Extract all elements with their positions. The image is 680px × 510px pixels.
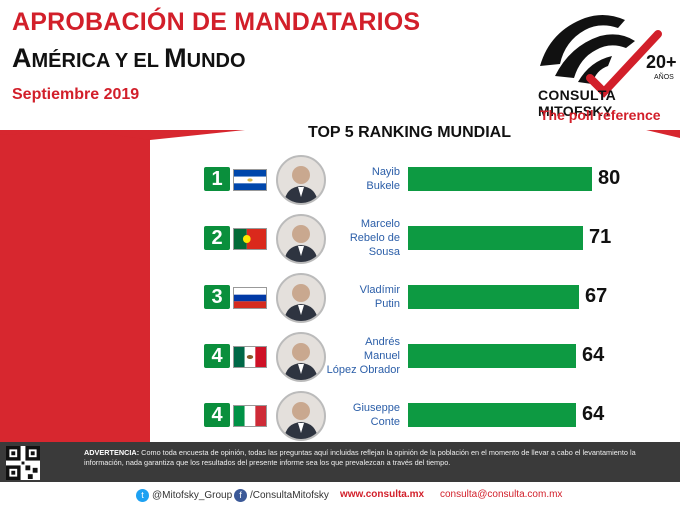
- leader-name: Marcelo Rebelo de Sousa: [349, 218, 400, 258]
- rank-badge: 1: [204, 167, 230, 191]
- rank-badge: 4: [204, 344, 230, 368]
- bar-3: [408, 285, 579, 309]
- el-salvador-flag-icon: [233, 169, 267, 191]
- bar-2: [408, 226, 583, 250]
- bar-5: [408, 403, 576, 427]
- leader-name: Nayib Bukele: [366, 166, 400, 192]
- leader-photo: [276, 273, 326, 323]
- rank-badge: 2: [204, 226, 230, 250]
- leader-photo: [276, 332, 326, 382]
- chart-title: TOP 5 RANKING MUNDIAL: [308, 124, 511, 141]
- twitter-link[interactable]: t @Mitofsky_Group: [136, 489, 232, 502]
- seal-logo-icon: [540, 14, 662, 98]
- bar-4: [408, 344, 576, 368]
- rank-badge: 3: [204, 285, 230, 309]
- bar-1: [408, 167, 592, 191]
- facebook-link[interactable]: f/ConsultaMitofsky: [234, 489, 329, 502]
- russia-flag-icon: [233, 287, 267, 309]
- rank-badge: 4: [204, 403, 230, 427]
- leader-name: Vladímir Putin: [359, 284, 400, 310]
- bar-value-label: 71: [589, 226, 612, 248]
- bar-value-label: 64: [582, 344, 605, 366]
- leader-photo: [276, 155, 326, 205]
- website-link[interactable]: www.consulta.mx: [340, 489, 425, 500]
- disclaimer-text: ADVERTENCIA: Como toda encuesta de opini…: [84, 448, 636, 467]
- years-label: AÑOS: [654, 74, 674, 81]
- bar-value-label: 67: [585, 285, 608, 307]
- disclaimer-band: [0, 442, 680, 482]
- brand-name: CONSULTA MITOFSKY: [538, 87, 616, 119]
- portugal-flag-icon: [233, 228, 267, 250]
- twitter-icon: t: [136, 489, 149, 502]
- leader-photo: [276, 214, 326, 264]
- qr-code-icon[interactable]: [6, 446, 40, 480]
- bar-value-label: 80: [598, 167, 621, 189]
- years-badge: 20+: [646, 52, 677, 72]
- mexico-flag-icon: [233, 346, 267, 368]
- header: APROBACIÓN DE MANDATARIOS AMÉRICA Y EL M…: [0, 0, 680, 135]
- leader-name: Giuseppe Conte: [352, 402, 400, 428]
- footer: t @Mitofsky_Group f/ConsultaMitofsky www.…: [0, 482, 680, 510]
- leader-photo: [276, 391, 326, 441]
- facebook-icon: f: [234, 489, 247, 502]
- email-link[interactable]: consulta@consulta.com.mx: [440, 489, 563, 500]
- page-title: APROBACIÓN DE MANDATARIOS: [12, 8, 421, 36]
- italy-flag-icon: [233, 405, 267, 427]
- brand-tagline: The poll reference: [540, 107, 661, 123]
- page-title-line2: AMÉRICA Y EL MUNDO: [12, 43, 246, 73]
- date-subtitle: Septiembre 2019: [12, 86, 140, 103]
- leader-name: Andrés Manuel López Obrador: [326, 336, 400, 376]
- bar-value-label: 64: [582, 403, 605, 425]
